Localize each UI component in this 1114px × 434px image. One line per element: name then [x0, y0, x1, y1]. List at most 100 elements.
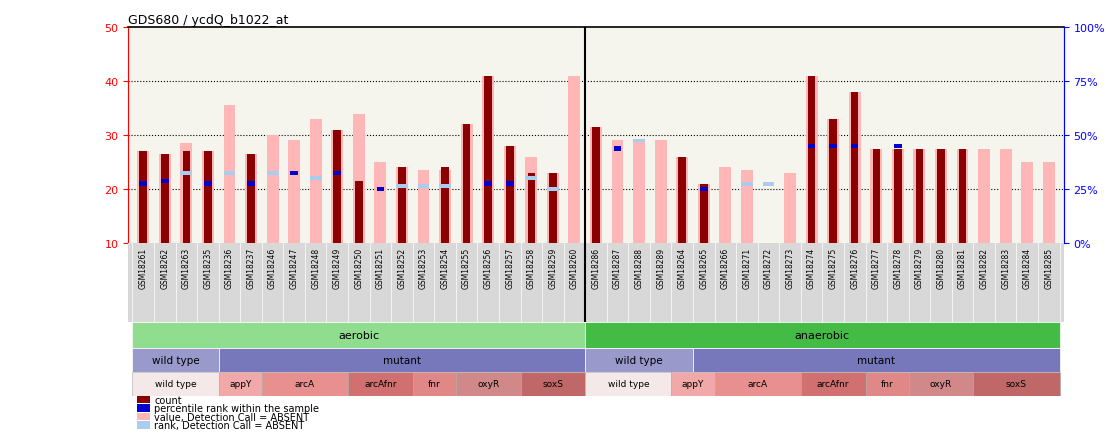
Bar — [266, 171, 278, 175]
Bar — [585, 372, 672, 396]
Bar — [808, 145, 815, 149]
Bar — [461, 125, 472, 243]
Text: GSM18263: GSM18263 — [182, 247, 190, 289]
Bar — [1022, 163, 1033, 243]
Text: soxS: soxS — [1006, 379, 1027, 388]
Text: GSM18271: GSM18271 — [742, 247, 752, 288]
Bar — [633, 141, 645, 243]
Text: GSM18255: GSM18255 — [462, 247, 471, 289]
Text: arcAfnr: arcAfnr — [364, 379, 397, 388]
Bar — [585, 348, 693, 372]
Text: GSM18279: GSM18279 — [915, 247, 924, 289]
Bar — [805, 77, 818, 243]
Text: GSM18283: GSM18283 — [1001, 247, 1010, 288]
Bar — [291, 171, 297, 176]
Bar — [872, 149, 880, 243]
Text: rank, Detection Call = ABSENT: rank, Detection Call = ABSENT — [155, 420, 304, 430]
Text: GSM18284: GSM18284 — [1023, 247, 1032, 288]
Text: arcA: arcA — [747, 379, 768, 388]
Text: GSM18246: GSM18246 — [268, 247, 277, 289]
Text: GSM18235: GSM18235 — [204, 247, 213, 289]
Bar — [395, 168, 408, 243]
Text: GSM18288: GSM18288 — [635, 247, 644, 288]
Bar — [355, 181, 362, 243]
Bar — [133, 372, 218, 396]
Bar — [224, 171, 235, 175]
Bar — [137, 413, 149, 421]
Bar — [418, 171, 429, 243]
Bar — [763, 182, 774, 186]
Bar — [830, 120, 837, 243]
Bar — [1043, 163, 1055, 243]
Bar — [137, 404, 149, 412]
Text: GDS680 / ycdQ_b1022_at: GDS680 / ycdQ_b1022_at — [128, 14, 289, 27]
Bar — [333, 130, 341, 243]
Bar — [655, 141, 666, 243]
Bar — [830, 145, 837, 149]
Bar — [310, 120, 322, 243]
Bar — [262, 372, 348, 396]
Bar — [395, 185, 408, 189]
Bar — [590, 128, 602, 243]
Bar — [678, 157, 686, 243]
Text: GSM18253: GSM18253 — [419, 247, 428, 289]
Text: GSM18285: GSM18285 — [1044, 247, 1053, 288]
Text: GSM18249: GSM18249 — [333, 247, 342, 289]
Bar — [978, 149, 990, 243]
Bar — [612, 141, 624, 243]
Text: GSM18260: GSM18260 — [570, 247, 579, 289]
Bar — [137, 421, 149, 429]
Bar — [999, 149, 1012, 243]
Text: GSM18275: GSM18275 — [829, 247, 838, 289]
Bar — [916, 149, 924, 243]
Text: GSM18273: GSM18273 — [785, 247, 794, 289]
Bar — [614, 147, 622, 151]
Text: wild type: wild type — [615, 355, 663, 365]
Text: oxyR: oxyR — [477, 379, 499, 388]
Text: GSM18274: GSM18274 — [808, 247, 817, 289]
Text: mutant: mutant — [383, 355, 421, 365]
Bar — [218, 372, 262, 396]
Text: GSM18281: GSM18281 — [958, 247, 967, 288]
Bar — [202, 152, 214, 243]
Text: GSM18236: GSM18236 — [225, 247, 234, 289]
Text: GSM18289: GSM18289 — [656, 247, 665, 288]
Text: wild type: wild type — [607, 379, 649, 388]
Bar — [137, 152, 149, 243]
Text: GSM18280: GSM18280 — [937, 247, 946, 288]
Bar — [139, 182, 147, 186]
Bar — [439, 171, 451, 243]
Text: GSM18265: GSM18265 — [700, 247, 709, 289]
Bar — [159, 155, 170, 243]
Text: GSM18252: GSM18252 — [398, 247, 407, 288]
Bar — [331, 130, 343, 243]
Bar — [568, 77, 580, 243]
Bar — [180, 144, 193, 243]
Bar — [137, 396, 149, 404]
Bar — [851, 145, 859, 149]
Text: fnr: fnr — [428, 379, 441, 388]
Bar — [133, 322, 585, 348]
Text: GSM18264: GSM18264 — [677, 247, 686, 289]
Bar — [224, 106, 235, 243]
Bar — [585, 322, 1059, 348]
Text: GSM18237: GSM18237 — [246, 247, 255, 289]
Bar — [139, 152, 147, 243]
Bar — [593, 128, 599, 243]
Bar — [482, 77, 495, 243]
Bar — [895, 149, 901, 243]
Bar — [218, 348, 585, 372]
Bar — [180, 171, 193, 175]
Bar — [957, 149, 968, 243]
Bar — [162, 155, 168, 243]
Bar — [247, 182, 255, 186]
Bar — [526, 157, 537, 243]
Bar — [162, 179, 168, 184]
Bar — [935, 149, 947, 243]
Bar — [412, 372, 456, 396]
Text: GSM18257: GSM18257 — [506, 247, 515, 289]
Bar — [547, 174, 559, 243]
Bar — [909, 372, 974, 396]
Bar — [693, 348, 1059, 372]
Text: GSM18248: GSM18248 — [311, 247, 320, 288]
